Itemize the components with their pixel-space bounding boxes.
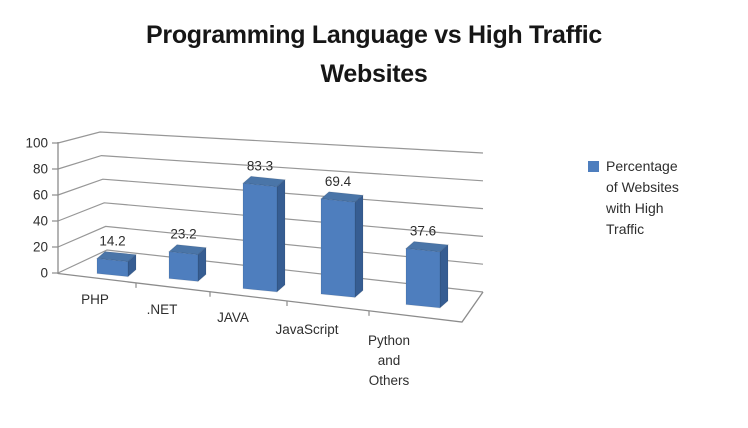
- bar-side-java: [276, 178, 286, 294]
- gridline-80: [57, 154, 484, 182]
- y-axis-label-60: 60: [33, 188, 48, 203]
- y-axis-label-80: 80: [33, 162, 48, 177]
- data-label--net: 23.2: [170, 227, 196, 242]
- bar-javascript: [320, 198, 356, 298]
- legend-label-line: with High: [606, 200, 664, 216]
- x-axis-label-0: PHP: [81, 292, 109, 307]
- legend-label-line: Percentage: [606, 158, 678, 174]
- legend: Percentage of Websites with High Traffic: [588, 156, 679, 240]
- legend-label-line: Traffic: [606, 221, 645, 237]
- chart-title: Programming Language vs High Traffic Web…: [0, 16, 748, 94]
- bar-python-and-others: [405, 247, 441, 309]
- legend-label: Percentage of Websites with High Traffic: [606, 156, 679, 240]
- x-axis-label-2: JAVA: [217, 310, 249, 325]
- chart-title-line-2: Websites: [320, 60, 428, 88]
- chart-title-line-1: Programming Language vs High Traffic: [146, 21, 602, 49]
- bar-side-python-and-others: [439, 243, 449, 310]
- y-axis-label-100: 100: [25, 136, 48, 151]
- bar--net: [168, 251, 199, 282]
- y-axis-label-40: 40: [33, 214, 48, 229]
- legend-marker: [588, 161, 599, 172]
- legend-label-line: of Websites: [606, 179, 679, 195]
- data-label-php: 14.2: [99, 233, 125, 248]
- bar-java: [242, 182, 278, 293]
- y-axis-label-0: 0: [40, 266, 48, 281]
- gridline-100: [57, 131, 484, 154]
- bar-php: [96, 257, 129, 278]
- bar-side-javascript: [354, 194, 364, 299]
- x-axis-label-4: and: [378, 353, 401, 368]
- x-axis-label-1: .NET: [147, 302, 178, 317]
- y-axis-label-20: 20: [33, 240, 48, 255]
- x-axis-label-3: JavaScript: [275, 322, 338, 337]
- data-label-python-and-others: 37.6: [410, 223, 436, 238]
- x-axis-label-4: Others: [369, 373, 410, 388]
- data-label-java: 83.3: [247, 158, 273, 173]
- x-axis-line: [57, 272, 484, 323]
- x-axis-label-4: Python: [368, 333, 410, 348]
- data-label-javascript: 69.4: [325, 174, 352, 189]
